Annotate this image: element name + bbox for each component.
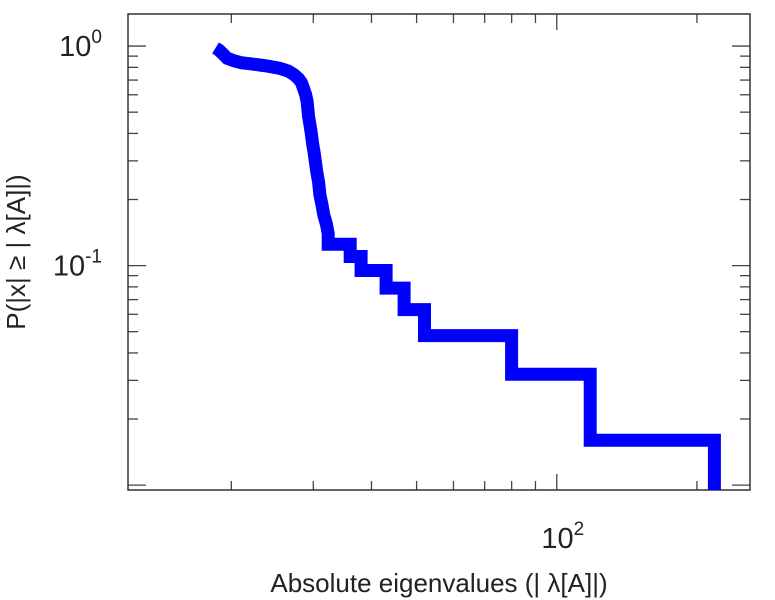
y-tick-label: 10-1 — [53, 247, 102, 283]
plot-frame — [127, 13, 751, 491]
y-tick-label: 100 — [59, 27, 102, 63]
tick-labels: 100 10-1 102 — [53, 27, 584, 555]
x-axis-label: Absolute eigenvalues (| λ[A]|) — [270, 568, 607, 598]
ccdf-series-line — [212, 42, 721, 490]
series-layer — [212, 42, 721, 490]
axis-ticks — [128, 14, 750, 490]
x-tick-label: 102 — [541, 519, 584, 555]
y-axis-label: P(|x| ≥ | λ[A]|) — [1, 174, 31, 329]
